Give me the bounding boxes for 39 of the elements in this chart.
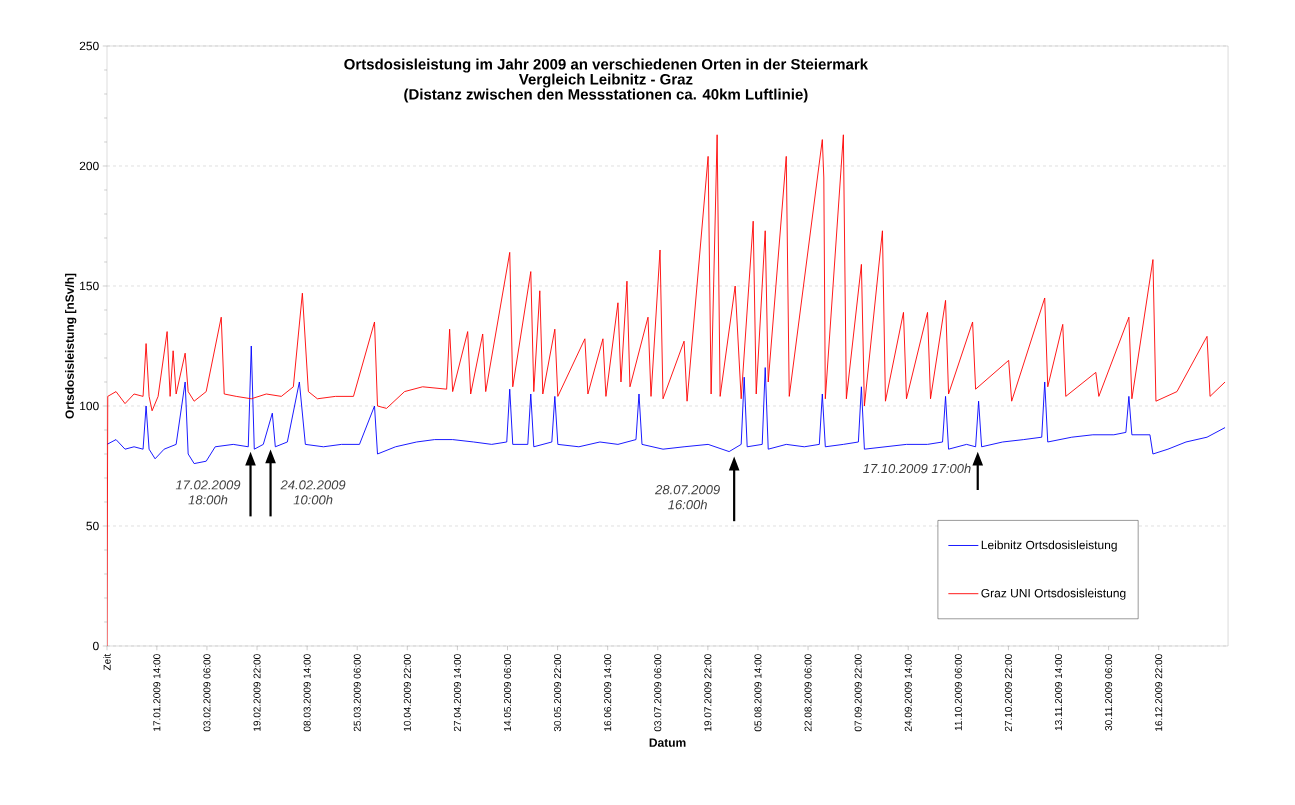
- x-tick-label: 22.08.2009 06:00: [804, 654, 812, 732]
- x-tick-label: 30.05.2009 22:00: [554, 654, 562, 732]
- y-tick-label: 100: [80, 401, 99, 411]
- x-tick-label: 13.11.2009 14:00: [1054, 654, 1063, 731]
- x-axis-title: Datum: [649, 738, 686, 747]
- annotation: 17.10.2009 17:00h: [863, 463, 971, 474]
- legend-label: Graz UNI Ortsdosisleistung: [981, 588, 1126, 600]
- x-tick-label: 10.04.2009 22:00: [403, 654, 411, 731]
- y-tick-label: 250: [79, 41, 99, 51]
- y-tick-label: 50: [86, 521, 99, 531]
- x-tick-label: 17.01.2009 14:00: [153, 654, 161, 731]
- x-tick-label: 14.05.2009 06:00: [503, 654, 512, 731]
- x-tick-label: 03.02.2009 06:00: [203, 654, 211, 732]
- x-tick-label: 05.08.2009 14:00: [754, 654, 762, 732]
- x-tick-label: 11.10.2009 06:00: [954, 654, 962, 731]
- annotation: 17.02.2009 18:00h: [175, 480, 241, 505]
- x-tick-label: 24.09.2009 14:00: [904, 654, 912, 732]
- y-tick-label: 150: [80, 281, 99, 291]
- x-tick-label: 19.02.2009 22:00: [253, 654, 261, 731]
- y-tick-label: 0: [93, 641, 99, 651]
- x-tick-label: 30.11.2009 06:00: [1105, 654, 1113, 731]
- legend-label: Leibnitz Ortsdosisleistung: [981, 540, 1117, 552]
- annotation: (Distanz zwischen den Messstationen ca. 40km Luftlinie): [404, 88, 808, 103]
- annotation: 28.07.2009 16:00h: [655, 485, 720, 510]
- x-tick-label: 16.12.2009 22:00: [1155, 654, 1163, 731]
- x-tick-label: 08.03.2009 14:00: [303, 654, 311, 732]
- x-tick-label: 19.07.2009 22:00: [704, 654, 712, 731]
- x-tick-label: 25.03.2009 06:00: [353, 654, 361, 732]
- annotation: 24.02.2009 10:00h: [280, 480, 346, 505]
- y-tick-label: 200: [79, 161, 99, 171]
- x-tick-label: 27.04.2009 14:00: [453, 654, 461, 732]
- text: Ortsdosisleistung im Jahr 2009 an verschiedenen Orten in der Steiermark: [344, 58, 869, 73]
- x-tick-label: 07.09.2009 22:00: [854, 654, 862, 732]
- text: Vergleich Leibnitz - Graz: [518, 73, 693, 88]
- x-tick-label: 16.06.2009 14:00: [604, 654, 612, 731]
- y-axis-title: Ortsdosisleistung [nSv/h]: [65, 273, 77, 419]
- x-tick-label: 03.07.2009 06:00: [654, 654, 662, 732]
- x-tick-label: Zeit: [103, 653, 111, 671]
- x-tick-label: 27.10.2009 22:00: [1004, 654, 1012, 732]
